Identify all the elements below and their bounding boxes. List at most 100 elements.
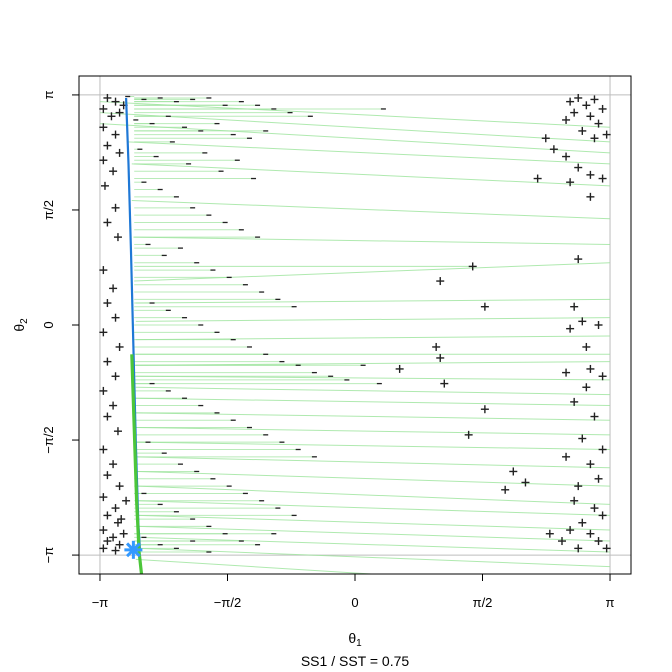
- plus-point: [99, 328, 108, 337]
- plus-point: [574, 544, 583, 553]
- residual-segment: [100, 101, 610, 128]
- plus-point: [509, 467, 518, 476]
- x-axis-symbol: θ: [348, 630, 356, 646]
- plus-point: [521, 478, 530, 487]
- plus-point: [562, 152, 571, 161]
- plus-point: [582, 383, 591, 392]
- plus-point: [109, 284, 118, 293]
- residual-segment: [139, 547, 610, 568]
- x-tick-label: −π/2: [214, 595, 241, 610]
- y-axis: −π −π/2 0 π/2 π: [41, 90, 79, 563]
- plus-point: [432, 342, 441, 351]
- plus-point: [598, 174, 607, 183]
- star-marker: [124, 540, 143, 559]
- residual-segment: [135, 412, 610, 421]
- residual-segment: [131, 163, 610, 187]
- residual-segment: [135, 441, 610, 450]
- plus-point: [103, 218, 112, 227]
- plus-point: [541, 134, 550, 143]
- plus-point: [570, 108, 579, 117]
- plus-point: [574, 93, 583, 102]
- residual-segment: [134, 262, 610, 282]
- plus-point: [570, 302, 579, 311]
- plus-point: [111, 130, 120, 139]
- plus-point: [103, 511, 112, 520]
- plus-point: [598, 445, 607, 454]
- residual-segment: [133, 236, 610, 245]
- plus-point: [103, 537, 112, 546]
- plus-point: [480, 405, 489, 414]
- residual-segment: [100, 112, 610, 143]
- plus-point: [464, 430, 473, 439]
- residual-segments: [100, 96, 610, 574]
- plus-point: [117, 515, 126, 524]
- plus-point: [111, 504, 120, 513]
- plus-point: [586, 529, 595, 538]
- plus-point: [103, 357, 112, 366]
- residual-segment: [135, 427, 610, 436]
- principal-curve: [125, 97, 141, 549]
- reference-lines: [79, 76, 631, 574]
- residual-segment: [137, 500, 610, 516]
- plus-point: [598, 104, 607, 113]
- plus-point: [578, 518, 587, 527]
- x-tick-label: π/2: [473, 595, 493, 610]
- plus-point: [103, 471, 112, 480]
- plus-point: [578, 317, 587, 326]
- plus-point: [549, 145, 558, 154]
- residual-segment: [137, 485, 610, 505]
- plus-point: [395, 364, 404, 373]
- residual-segment: [127, 141, 610, 165]
- plus-point: [440, 379, 449, 388]
- plus-point: [574, 163, 583, 172]
- residual-segment: [138, 514, 610, 531]
- plus-point: [99, 386, 108, 395]
- plus-point: [480, 302, 489, 311]
- x-axis-title: θ1: [348, 630, 362, 649]
- plus-point: [103, 299, 112, 308]
- y-axis-subscript: 2: [19, 318, 30, 324]
- x-tick-label: −π: [92, 595, 109, 610]
- plus-point: [100, 181, 109, 190]
- plus-point: [109, 460, 118, 469]
- plus-point: [533, 174, 542, 183]
- plus-point: [119, 529, 128, 538]
- plus-point: [578, 434, 587, 443]
- x-axis: −π −π/2 0 π/2 π: [92, 574, 615, 610]
- plus-point: [590, 95, 599, 104]
- plus-point: [99, 156, 108, 165]
- plus-point: [111, 546, 120, 555]
- plus-point: [99, 445, 108, 454]
- plus-point: [103, 412, 112, 421]
- x-tick-label: 0: [351, 595, 358, 610]
- plus-point: [594, 119, 603, 128]
- plus-point: [578, 126, 587, 135]
- plus-point: [566, 178, 575, 187]
- fitted-curves: [125, 97, 144, 574]
- plus-point: [590, 504, 599, 513]
- plus-point: [107, 112, 116, 121]
- plus-point: [99, 104, 108, 113]
- plus-point: [99, 493, 108, 502]
- plus-point: [113, 427, 122, 436]
- y-tick-label: −π/2: [41, 426, 56, 453]
- plus-point: [115, 108, 124, 117]
- plus-point: [590, 134, 599, 143]
- x-axis-subscript: 1: [356, 638, 362, 649]
- plus-point: [103, 141, 112, 150]
- residual-segment: [135, 375, 610, 381]
- plus-point: [115, 342, 124, 351]
- plus-point: [436, 353, 445, 362]
- plus-point: [111, 203, 120, 212]
- plus-point: [115, 482, 124, 491]
- residual-segment: [135, 298, 610, 304]
- plus-point: [574, 255, 583, 264]
- plus-point: [111, 372, 120, 381]
- plus-point: [566, 97, 575, 106]
- plus-point: [586, 460, 595, 469]
- plus-point: [99, 266, 108, 275]
- plus-point: [594, 474, 603, 483]
- plus-point: [570, 397, 579, 406]
- minus-points: [125, 95, 386, 553]
- plus-point: [594, 537, 603, 546]
